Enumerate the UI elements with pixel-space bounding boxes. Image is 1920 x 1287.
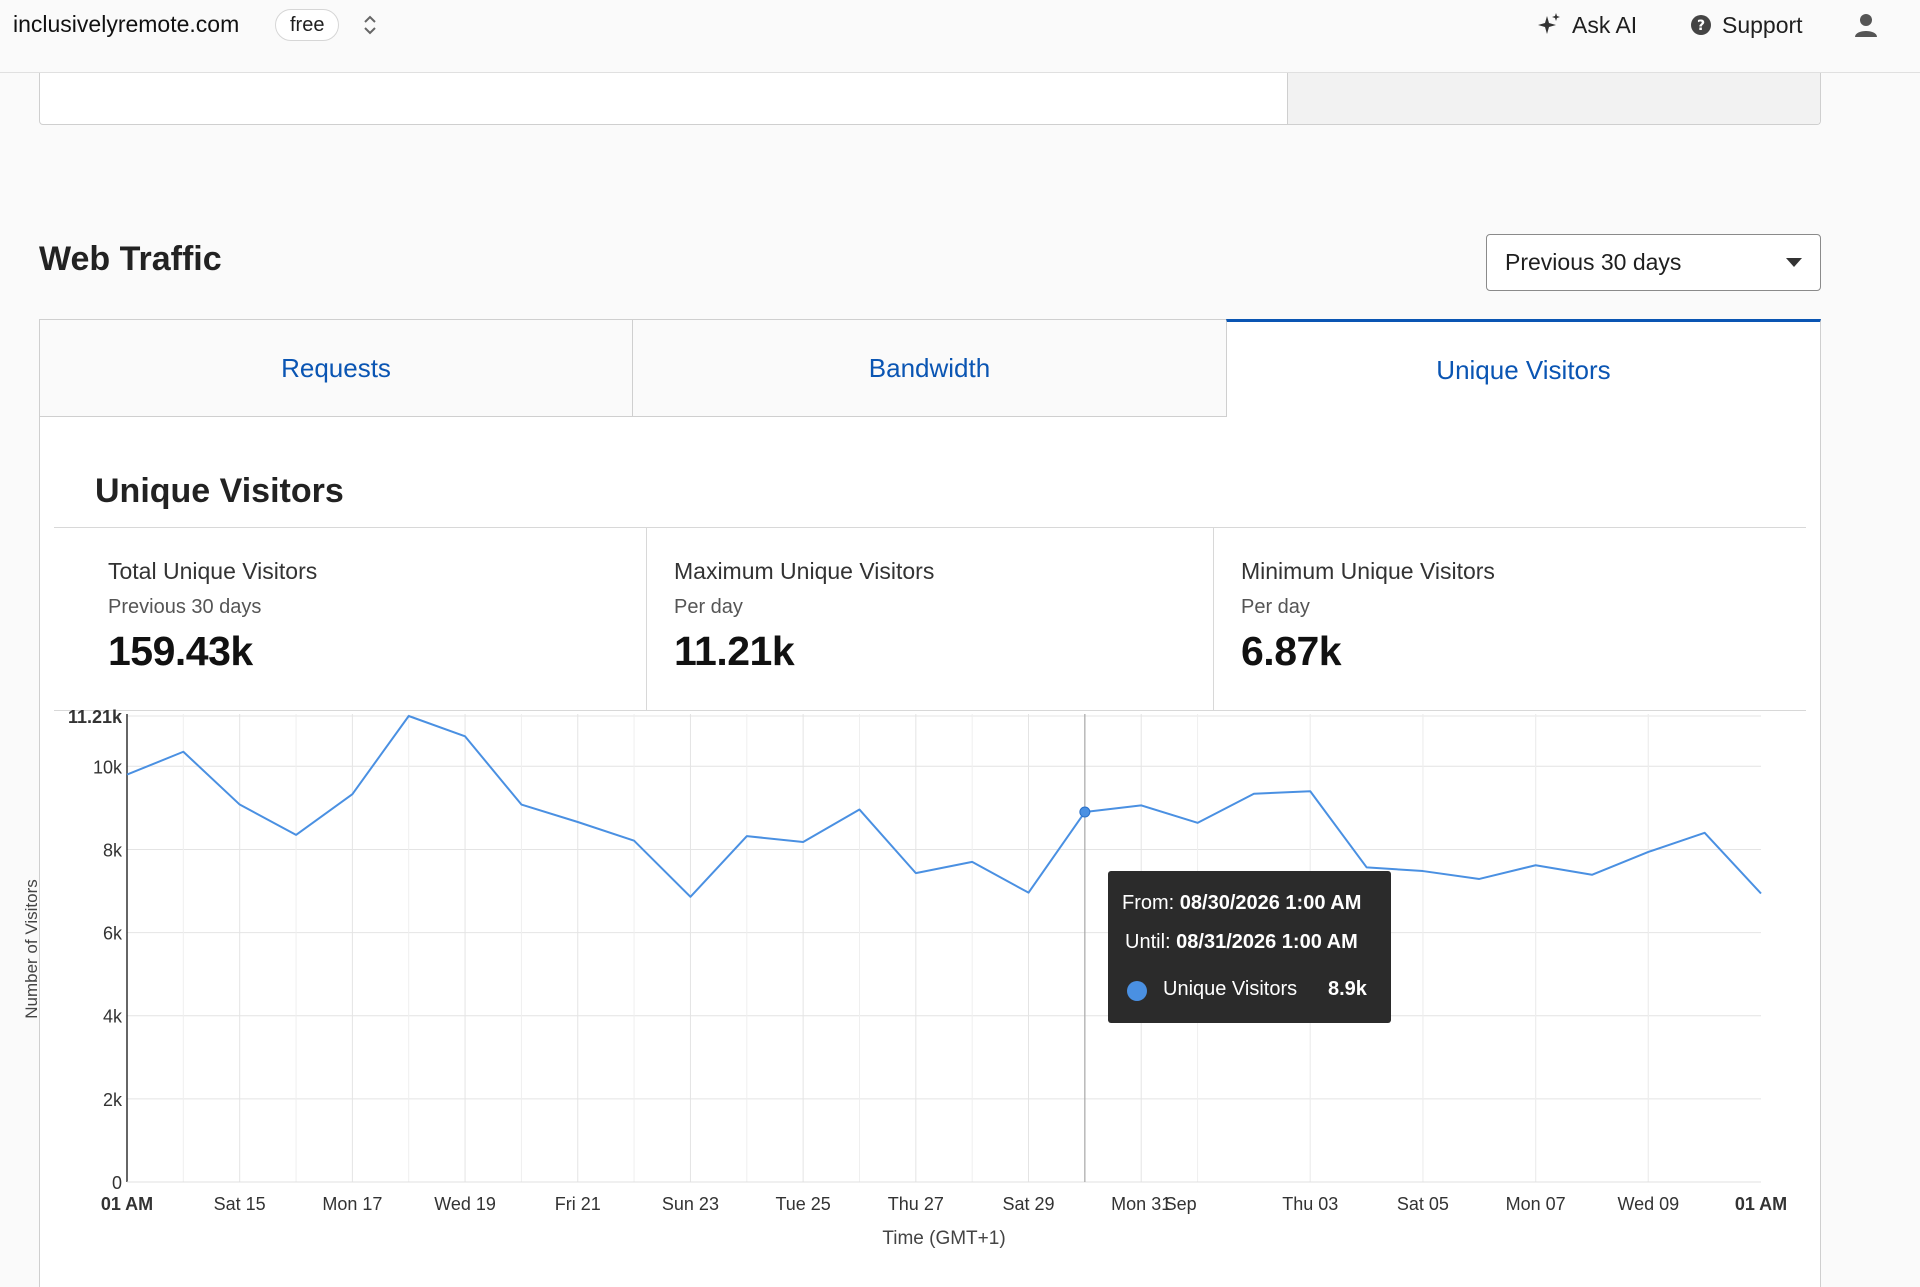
x-tick-label: Wed 19 — [434, 1194, 496, 1214]
stat-minimum: Minimum Unique Visitors Per day 6.87k — [1214, 528, 1806, 710]
stat-value: 159.43k — [108, 628, 253, 674]
support-label: Support — [1722, 11, 1803, 38]
tab-unique-visitors[interactable]: Unique Visitors — [1226, 319, 1821, 418]
x-tick-label: 01 AM — [1735, 1194, 1787, 1214]
x-tick-label: Mon 07 — [1506, 1194, 1566, 1214]
tooltip-series-dot — [1127, 981, 1147, 1001]
chevron-up-down-icon[interactable] — [361, 12, 379, 38]
tooltip-until-value: 08/31/2026 1:00 AM — [1176, 931, 1358, 953]
stats-row: Total Unique Visitors Previous 30 days 1… — [54, 527, 1806, 711]
sparkle-icon — [1538, 13, 1560, 34]
traffic-tabs: Requests Bandwidth Unique Visitors — [39, 319, 1821, 418]
stat-sub: Per day — [1241, 596, 1310, 618]
ask-ai-button[interactable]: Ask AI — [1536, 8, 1637, 42]
x-tick-label: Sat 05 — [1397, 1194, 1449, 1214]
y-tick-label: 11.21k — [68, 707, 123, 727]
user-icon[interactable] — [1853, 12, 1879, 38]
stat-sub: Previous 30 days — [108, 596, 262, 618]
y-tick-label: 8k — [103, 840, 123, 860]
highlighted-data-point — [1079, 806, 1091, 818]
stat-sub: Per day — [674, 596, 743, 618]
unique-visitors-panel: Unique Visitors Total Unique Visitors Pr… — [39, 417, 1821, 1287]
help-circle-icon: ? — [1691, 15, 1711, 35]
tooltip-series-name: Unique Visitors — [1163, 978, 1298, 1000]
svg-text:?: ? — [1697, 18, 1705, 34]
previous-section-card-aside — [1287, 73, 1820, 124]
x-tick-label: Mon 17 — [322, 1194, 382, 1214]
stat-label: Total Unique Visitors — [108, 558, 318, 584]
tab-requests[interactable]: Requests — [39, 319, 633, 417]
tooltip-series-value: 8.9k — [1328, 978, 1367, 1000]
x-tick-label: Thu 27 — [888, 1194, 944, 1214]
y-tick-label: 10k — [93, 757, 123, 777]
stat-value: 11.21k — [674, 628, 795, 674]
x-tick-label: Thu 03 — [1282, 1194, 1338, 1214]
top-bar: inclusivelyremote.com free Ask AI ? Supp… — [0, 0, 1920, 73]
x-tick-label: Sun 23 — [662, 1194, 719, 1214]
y-tick-label: 2k — [103, 1090, 123, 1110]
plan-badge: free — [275, 9, 340, 41]
tooltip-until: Until: 08/31/2026 1:00 AM — [1125, 931, 1358, 954]
x-tick-label: Sep — [1165, 1194, 1197, 1214]
date-range-select[interactable]: Previous 30 days — [1486, 234, 1821, 291]
x-tick-label: Wed 09 — [1617, 1194, 1679, 1214]
chart-tooltip: From: 08/30/2026 1:00 AM Until: 08/31/20… — [1108, 871, 1391, 1023]
y-axis-title: Number of Visitors — [22, 879, 41, 1019]
stat-maximum: Maximum Unique Visitors Per day 11.21k — [647, 528, 1214, 710]
stat-label: Maximum Unique Visitors — [674, 558, 935, 584]
web-traffic-title: Web Traffic — [39, 240, 222, 278]
x-tick-label: Mon 31 — [1111, 1194, 1171, 1214]
x-axis-title: Time (GMT+1) — [882, 1228, 1005, 1249]
stat-total: Total Unique Visitors Previous 30 days 1… — [54, 528, 647, 710]
series-line-unique-visitors — [126, 715, 1762, 898]
tooltip-from-label: From: — [1122, 892, 1175, 914]
support-button[interactable]: ? Support — [1690, 8, 1803, 42]
stat-label: Minimum Unique Visitors — [1241, 558, 1495, 584]
tooltip-until-label: Until: — [1125, 931, 1171, 953]
x-tick-label: Tue 25 — [775, 1194, 830, 1214]
caret-down-icon — [1786, 258, 1802, 267]
unique-visitors-chart: 0 2k 4k 6k 8k 10k 11.21k 01 AM Sat 15 Mon 17 Wed 1… — [22, 707, 1787, 1249]
x-tick-label: Sat 15 — [214, 1194, 266, 1214]
y-tick-label: 4k — [103, 1007, 123, 1027]
tab-bandwidth[interactable]: Bandwidth — [632, 319, 1227, 417]
y-tick-label: 0 — [112, 1173, 122, 1193]
stat-value: 6.87k — [1241, 628, 1342, 674]
tooltip-from-value: 08/30/2026 1:00 AM — [1179, 892, 1362, 914]
x-tick-label: 01 AM — [101, 1194, 153, 1214]
ask-ai-label: Ask AI — [1572, 11, 1638, 38]
date-range-value: Previous 30 days — [1505, 249, 1682, 275]
y-tick-label: 6k — [103, 924, 123, 944]
panel-title: Unique Visitors — [95, 472, 344, 510]
tooltip-from: From: 08/30/2026 1:00 AM — [1122, 892, 1361, 915]
x-tick-label: Fri 21 — [555, 1194, 601, 1214]
domain-name[interactable]: inclusivelyremote.com — [13, 11, 240, 37]
x-tick-label: Sat 29 — [1002, 1194, 1054, 1214]
previous-section-card — [39, 73, 1821, 125]
